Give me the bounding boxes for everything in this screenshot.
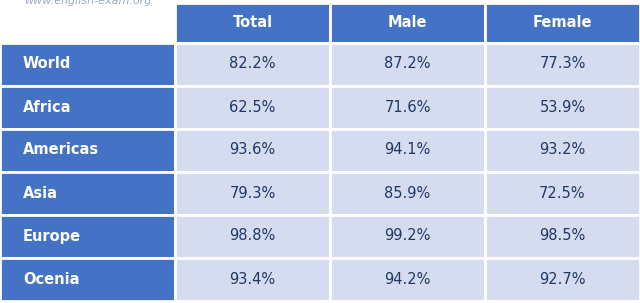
Bar: [485, 42, 640, 85]
Text: www.english-exam.org: www.english-exam.org: [24, 0, 151, 6]
Text: 98.8%: 98.8%: [229, 228, 276, 244]
Bar: [175, 258, 330, 301]
Text: 85.9%: 85.9%: [385, 185, 431, 201]
Bar: [175, 85, 330, 128]
Text: 94.1%: 94.1%: [385, 142, 431, 158]
Text: Europe: Europe: [23, 228, 81, 244]
Text: Asia: Asia: [23, 185, 58, 201]
Bar: [485, 215, 640, 258]
Text: Female: Female: [532, 15, 592, 30]
Bar: [0, 42, 175, 85]
Bar: [175, 2, 330, 42]
Text: World: World: [23, 56, 71, 72]
Text: 53.9%: 53.9%: [540, 99, 586, 115]
Text: 93.6%: 93.6%: [229, 142, 276, 158]
Bar: [485, 171, 640, 215]
Text: 87.2%: 87.2%: [384, 56, 431, 72]
Bar: [0, 85, 175, 128]
Text: 72.5%: 72.5%: [540, 185, 586, 201]
Bar: [0, 215, 175, 258]
Bar: [175, 128, 330, 171]
Text: Male: Male: [388, 15, 428, 30]
Text: Total: Total: [232, 15, 273, 30]
Text: 82.2%: 82.2%: [229, 56, 276, 72]
Bar: [330, 42, 485, 85]
Bar: [330, 85, 485, 128]
Text: 94.2%: 94.2%: [384, 271, 431, 287]
Text: 79.3%: 79.3%: [229, 185, 276, 201]
Bar: [0, 171, 175, 215]
Text: 98.5%: 98.5%: [540, 228, 586, 244]
Bar: [0, 258, 175, 301]
Text: 99.2%: 99.2%: [384, 228, 431, 244]
Text: Americas: Americas: [23, 142, 99, 158]
Text: 93.2%: 93.2%: [540, 142, 586, 158]
Bar: [330, 171, 485, 215]
Bar: [485, 128, 640, 171]
Bar: [0, 128, 175, 171]
Text: 62.5%: 62.5%: [229, 99, 276, 115]
Bar: [485, 2, 640, 42]
Bar: [330, 258, 485, 301]
Text: Africa: Africa: [23, 99, 71, 115]
Text: 92.7%: 92.7%: [540, 271, 586, 287]
Bar: [175, 42, 330, 85]
Text: 71.6%: 71.6%: [384, 99, 431, 115]
Text: 93.4%: 93.4%: [229, 271, 276, 287]
Bar: [485, 258, 640, 301]
Bar: [330, 2, 485, 42]
Text: Ocenia: Ocenia: [23, 271, 79, 287]
Bar: [175, 171, 330, 215]
Bar: [485, 85, 640, 128]
Bar: [175, 215, 330, 258]
Text: 77.3%: 77.3%: [540, 56, 586, 72]
Bar: [330, 128, 485, 171]
Bar: [330, 215, 485, 258]
